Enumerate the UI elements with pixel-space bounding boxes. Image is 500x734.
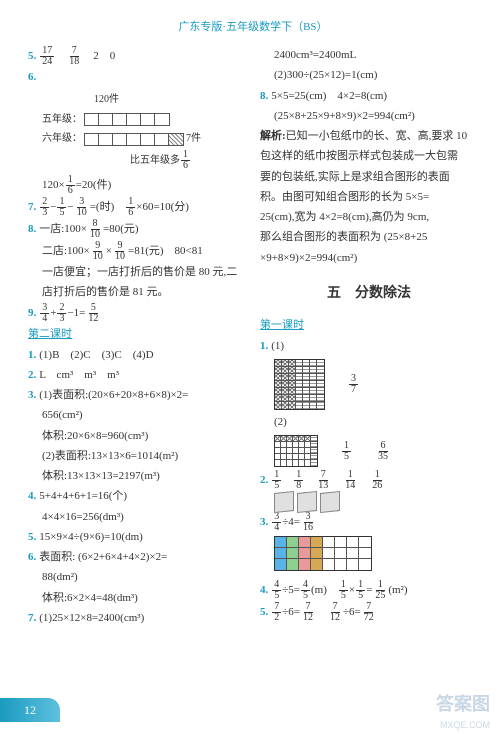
- page-header: 广东专版·五年级数学下（BS）: [28, 18, 478, 34]
- item-6-num: 6.: [28, 71, 36, 83]
- frac: 718: [67, 46, 81, 67]
- right-column: 2400cm³=2400mL (2)300÷(25×12)=1(cm) 8.5×…: [260, 46, 478, 629]
- left-column: 5. 1724 718 2 0 6. 120件 五年级： 六年级：7件 比五年级多…: [28, 46, 246, 629]
- bar-diagram: 120件 五年级： 六年级：7件 比五年级多16: [42, 91, 246, 171]
- section-5-title: 五 分数除法: [260, 282, 478, 307]
- item-5-num: 5.: [28, 50, 36, 62]
- grid-figure-2: 15 635: [274, 435, 478, 467]
- cube-figure: [274, 492, 478, 512]
- item-7-num: 7.: [28, 201, 36, 213]
- frac: 1724: [40, 46, 54, 67]
- grid-figure-1: 37: [274, 359, 478, 410]
- item-8-num: 8.: [28, 223, 36, 235]
- lesson-2-heading: 第二课时: [28, 325, 246, 344]
- color-grid: [274, 536, 478, 577]
- watermark-url: MXQE.COM: [440, 720, 490, 730]
- text: 2 0: [82, 50, 115, 62]
- watermark: 答案图: [436, 690, 490, 716]
- page-number: 12: [0, 698, 60, 722]
- analysis-label: 解析:: [260, 130, 286, 142]
- item-9-num: 9.: [28, 307, 36, 319]
- lesson-1-heading: 第一课时: [260, 316, 478, 335]
